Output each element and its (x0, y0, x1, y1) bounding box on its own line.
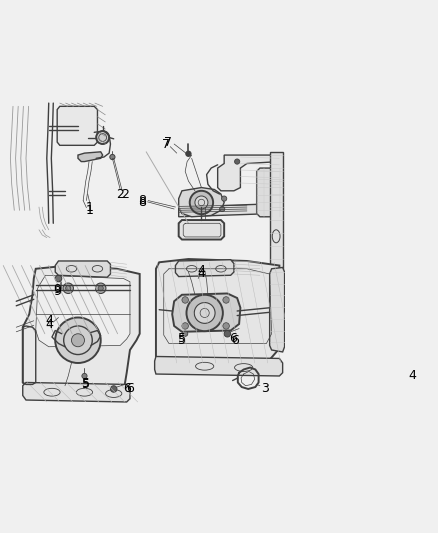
Text: 6: 6 (228, 333, 236, 345)
Polygon shape (172, 294, 240, 332)
Polygon shape (178, 188, 224, 217)
Circle shape (98, 286, 103, 291)
Text: 8: 8 (138, 194, 145, 207)
Text: 6: 6 (231, 334, 239, 347)
Polygon shape (154, 357, 282, 376)
Circle shape (96, 131, 109, 144)
Circle shape (110, 155, 115, 159)
Circle shape (224, 330, 230, 337)
Polygon shape (178, 200, 279, 217)
Polygon shape (178, 220, 224, 239)
Text: 6: 6 (123, 383, 131, 395)
Circle shape (234, 159, 239, 164)
Circle shape (189, 191, 212, 214)
Text: 4: 4 (197, 264, 205, 277)
Circle shape (110, 386, 117, 392)
Text: 1: 1 (85, 200, 93, 214)
Polygon shape (78, 152, 102, 161)
Text: 2: 2 (116, 188, 124, 200)
Text: 5: 5 (177, 334, 186, 347)
Text: 7: 7 (163, 135, 171, 149)
Circle shape (223, 322, 229, 329)
Polygon shape (55, 261, 110, 277)
Text: 7: 7 (161, 138, 170, 150)
Circle shape (181, 322, 188, 329)
Circle shape (223, 297, 229, 303)
Polygon shape (57, 107, 97, 146)
Text: 4: 4 (46, 314, 53, 327)
Text: 5: 5 (82, 378, 90, 391)
Text: 5: 5 (177, 333, 186, 345)
Polygon shape (217, 155, 279, 191)
Circle shape (95, 283, 106, 294)
Text: 6: 6 (126, 383, 134, 395)
Circle shape (55, 318, 100, 363)
Text: 4: 4 (408, 369, 416, 383)
Polygon shape (269, 152, 282, 269)
Circle shape (185, 151, 191, 156)
Text: 1: 1 (85, 204, 93, 217)
Circle shape (219, 206, 224, 212)
Text: 3: 3 (261, 383, 268, 395)
Text: 8: 8 (138, 196, 145, 209)
Polygon shape (155, 259, 280, 363)
Circle shape (182, 331, 187, 336)
Circle shape (194, 196, 208, 209)
Polygon shape (175, 260, 233, 277)
Circle shape (63, 283, 73, 294)
Circle shape (81, 374, 87, 378)
Text: 9: 9 (53, 283, 61, 296)
Polygon shape (35, 275, 130, 347)
Circle shape (186, 295, 223, 331)
Text: 4: 4 (197, 268, 205, 280)
Text: 9: 9 (53, 285, 61, 298)
Text: 5: 5 (82, 377, 90, 390)
Polygon shape (23, 265, 139, 395)
Circle shape (194, 303, 215, 324)
Circle shape (55, 275, 62, 282)
Circle shape (181, 297, 188, 303)
Text: 4: 4 (46, 318, 53, 330)
Circle shape (221, 196, 226, 201)
Text: 2: 2 (120, 188, 128, 200)
Circle shape (65, 286, 71, 291)
Circle shape (71, 334, 84, 347)
Polygon shape (256, 168, 282, 217)
Polygon shape (269, 268, 284, 352)
Polygon shape (23, 383, 130, 402)
